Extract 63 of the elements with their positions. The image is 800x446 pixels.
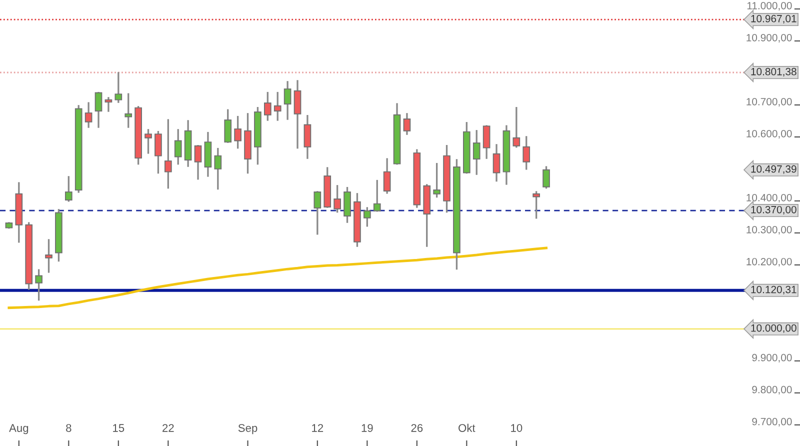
ref-line-label: 10.967,01 [751, 14, 796, 24]
y-tick-label: 9.800,00 [752, 386, 792, 395]
candlestick [234, 116, 242, 149]
ref-line-label: 10.000,00 [751, 324, 796, 333]
candlestick [224, 109, 232, 143]
candlestick [304, 114, 312, 159]
y-tick-label: 11.000,00 [747, 2, 792, 11]
candlestick [334, 185, 341, 213]
ref-line-label: 10.801,38 [751, 68, 796, 77]
candlestick [522, 136, 530, 170]
candlestick [104, 97, 112, 112]
candlestick [284, 81, 292, 120]
candlestick [344, 186, 351, 223]
candlestick [383, 158, 391, 194]
x-tick-label: 26 [411, 424, 423, 432]
candlestick [532, 191, 540, 219]
candlestick [174, 129, 182, 165]
ref-line-label: 10.120,31 [751, 286, 796, 294]
x-tick-label: Okt [458, 424, 476, 432]
candlestick [433, 162, 440, 198]
candlestick [164, 119, 172, 189]
candlestick [542, 166, 550, 189]
candlestick [114, 72, 122, 103]
candlestick [403, 113, 411, 135]
x-tick-label: 15 [113, 424, 124, 432]
line-series [8, 246, 548, 310]
candlestick [154, 130, 162, 174]
x-tick-label: Aug [9, 424, 28, 434]
y-tick-label: 10.700,00 [746, 98, 792, 107]
x-tick-label: 22 [162, 424, 174, 432]
x-tick-label: 19 [362, 424, 373, 432]
candlestick [373, 180, 381, 212]
y-tick-label: 9.900,00 [752, 354, 792, 363]
candlestick [482, 125, 490, 159]
ref-line-label: 10.370,00 [751, 206, 796, 215]
candlestick [144, 129, 152, 154]
candlestick [124, 93, 132, 128]
candlestick [84, 102, 92, 128]
x-tick-label: 12 [312, 424, 324, 432]
candlestick [363, 207, 371, 227]
candlestick [214, 148, 222, 190]
x-tick-label: 10 [511, 424, 522, 432]
candlestick [35, 269, 42, 301]
y-tick-label: 9.700,00 [752, 418, 792, 427]
candlestick [472, 130, 480, 175]
candlestick [94, 92, 102, 128]
candlestick [294, 80, 302, 149]
y-tick-label: 10.900,00 [746, 34, 792, 43]
y-tick-label: 10.200,00 [746, 258, 792, 267]
x-tick-label: Sep [238, 424, 258, 434]
candlestick [45, 239, 52, 273]
y-tick-label: 10.300,00 [746, 226, 792, 235]
x-tick-label: 8 [66, 424, 72, 432]
y-tick-label: 10.400,00 [746, 194, 792, 203]
candlestick [64, 176, 72, 202]
candlestick [274, 92, 282, 121]
y-tick-label: 10.600,00 [746, 130, 792, 139]
candlestick [194, 145, 202, 180]
candlestick [492, 144, 500, 182]
text: 10.497,39 [751, 165, 796, 174]
candlestick [512, 106, 520, 148]
candlestick [264, 92, 272, 121]
candlestick [314, 191, 322, 235]
